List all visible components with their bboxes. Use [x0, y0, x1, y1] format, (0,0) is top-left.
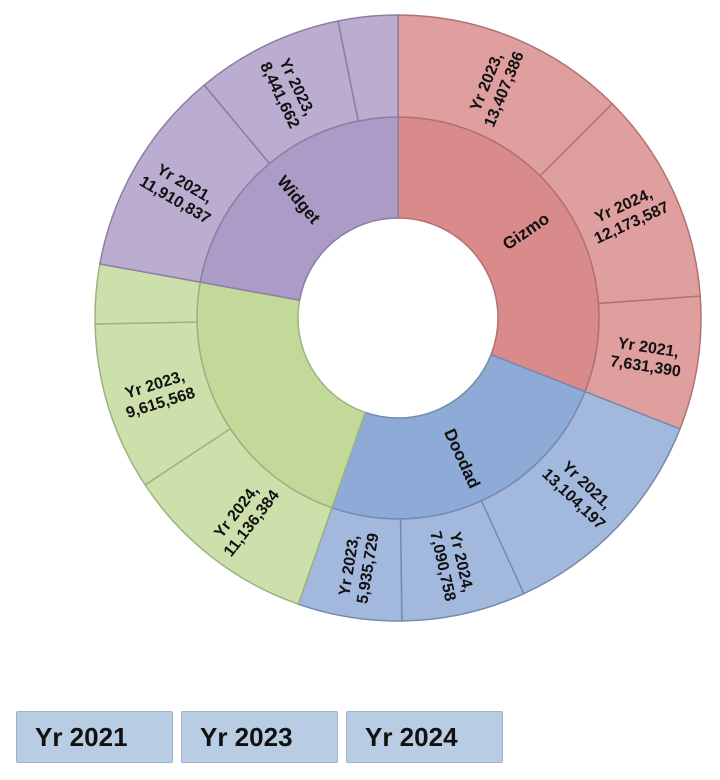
slicer-button-yr-2024[interactable]: Yr 2024: [346, 711, 503, 763]
year-slicer: Yr 2021 Yr 2023 Yr 2024: [16, 711, 503, 763]
year-segment-widget-slice-2[interactable]: [337, 14, 399, 122]
slicer-button-yr-2021[interactable]: Yr 2021: [16, 711, 173, 763]
slicer-button-yr-2023[interactable]: Yr 2023: [181, 711, 338, 763]
